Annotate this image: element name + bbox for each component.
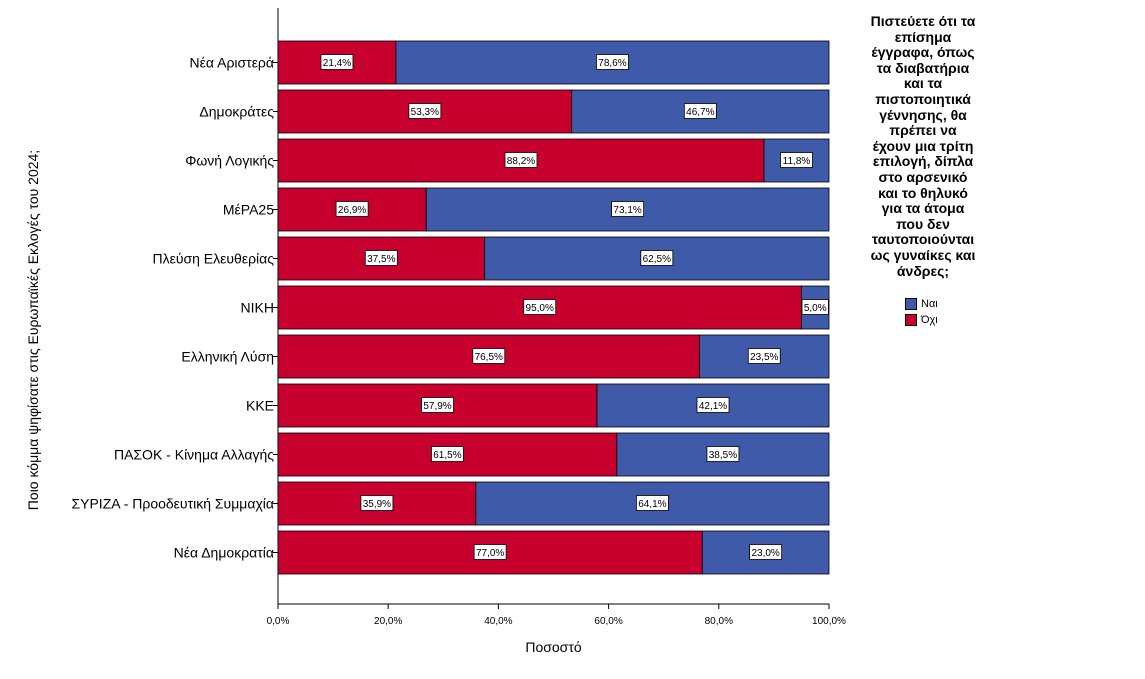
data-label-no-box [523,299,557,315]
data-label-yes: 42,1% [699,401,727,412]
data-label-no: 21,4% [323,58,351,69]
data-label-yes-box [747,348,781,364]
data-label-no: 76,5% [475,352,503,363]
category-label: Ελληνική Λύση [181,349,274,365]
x-tick-label: 40,0% [484,616,512,627]
x-tick-label: 80,0% [705,616,733,627]
legend-title-line: και τα [903,75,943,92]
data-label-yes-box [611,201,645,217]
data-label-no-box [473,544,507,560]
category-label: ΚΚΕ [246,398,274,414]
data-label-yes-box [683,103,717,119]
data-label-yes: 73,1% [613,205,641,216]
data-label-yes: 46,7% [686,107,714,118]
data-label-yes: 62,5% [643,254,671,265]
x-axis-title: Ποσοστό [525,639,581,655]
data-label-no: 53,3% [411,107,439,118]
legend-item-yes: Ναι [905,296,938,312]
data-label-no-box [335,201,369,217]
data-label-no: 88,2% [507,156,535,167]
category-label: ΠΑΣΟΚ - Κίνημα Αλλαγής [114,447,274,463]
data-label-no-box [504,152,538,168]
data-label-yes: 23,5% [750,352,778,363]
legend-title: Πιστεύετε ότι τα επίσημα έγγραφα, όπως τα δ… [852,13,994,279]
legend-swatch-yes [905,298,917,310]
data-label-no-box [320,54,354,70]
legend-title-line: τα διαβατήρια [876,59,970,76]
data-label-no-box [364,250,398,266]
legend-title-line: έχουν μια τρίτη [872,137,974,154]
category-label: Πλεύση Ελευθερίας [152,251,274,267]
data-label-yes-box [780,152,813,168]
data-label-no: 95,0% [526,303,554,314]
data-label-no-box [360,495,394,511]
legend: Ναι Όχι [905,296,938,328]
legend-title-line: και το θηλυκό [878,184,968,201]
data-label-no: 37,5% [367,254,395,265]
data-label-yes: 64,1% [638,499,666,510]
category-label: ΣΥΡΙΖΑ - Προοδευτική Συμμαχία [71,496,274,512]
category-label: Φωνή Λογικής [185,153,274,169]
data-label-no-box [472,348,506,364]
data-label-yes-box [749,544,783,560]
category-label: ΝΙΚΗ [241,300,274,316]
data-label-yes-box [801,299,829,315]
legend-title-line: άνδρες; [896,262,950,279]
data-label-no-box [431,446,464,462]
data-label-yes-box [636,495,669,511]
legend-title-line: επίσημα [894,28,952,45]
legend-title-line: πρέπει να [889,122,957,139]
legend-item-no: Όχι [905,312,938,328]
data-label-no-box [421,397,454,413]
data-label-yes-box [640,250,674,266]
data-label-yes: 23,0% [751,548,779,559]
data-label-no: 57,9% [423,401,451,412]
y-axis-title: Ποιο κόμμα ψηφίσατε στις Ευρωπαϊκές Εκλο… [25,150,41,510]
legend-swatch-no [905,314,917,326]
legend-title-line: στο αρσενικό [878,168,968,185]
x-tick-label: 0,0% [267,616,290,627]
x-tick-label: 100,0% [812,616,846,627]
data-label-no-box [408,103,442,119]
legend-title-line: πιστοποιητικά [875,90,971,107]
data-label-yes: 5,0% [804,303,827,314]
data-label-no: 77,0% [476,548,504,559]
legend-title-line: για τα άτομα [881,200,965,217]
x-tick-label: 20,0% [374,616,402,627]
data-label-yes-box [706,446,740,462]
data-label-yes: 11,8% [783,156,811,167]
legend-label-yes: Ναι [921,298,938,310]
data-label-no: 35,9% [363,499,391,510]
legend-title-line: επιλογή, δίπλα [872,153,974,170]
bar-yes [763,138,830,183]
category-label: ΜέΡΑ25 [223,202,274,218]
category-label: Νέα Αριστερά [190,55,274,71]
category-label: Δημοκράτες [199,104,274,120]
legend-title-line: Πιστεύετε ότι τα [870,13,976,29]
category-label: Νέα Δημοκρατία [174,545,274,561]
data-label-no: 26,9% [338,205,366,216]
legend-label-no: Όχι [921,314,938,326]
legend-title-line: γέννησης, θα [879,106,967,123]
legend-title-line: που δεν [896,215,950,232]
legend-title-line: ως γυναίκες και [870,246,976,263]
x-tick-label: 60,0% [594,616,622,627]
data-label-yes: 38,5% [709,450,737,461]
legend-title-line: έγγραφα, όπως [871,44,975,61]
data-label-yes-box [596,54,629,70]
data-label-yes: 78,6% [598,58,626,69]
data-label-no: 61,5% [433,450,461,461]
legend-title-line: ταυτοποιούνται [871,231,975,248]
data-label-yes-box [696,397,730,413]
